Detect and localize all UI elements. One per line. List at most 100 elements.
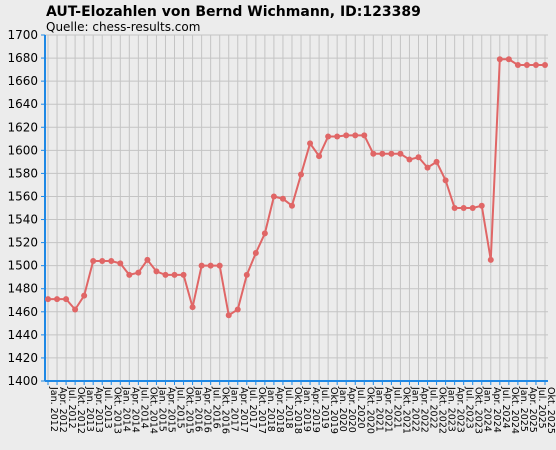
x-tick-label: Apr. 2024 xyxy=(491,387,502,433)
data-point xyxy=(496,56,503,63)
data-point xyxy=(81,292,88,299)
x-tick-label: Jul. 2021 xyxy=(391,386,402,429)
y-tick-label: 1540 xyxy=(7,213,38,227)
x-tick-label: Apr. 2018 xyxy=(274,387,285,433)
x-tick-label: Jan. 2020 xyxy=(337,386,348,432)
data-point xyxy=(198,262,205,269)
x-tick-label: Okt. 2021 xyxy=(400,387,411,434)
x-tick-label: Jan. 2024 xyxy=(482,386,493,432)
y-tick-label: 1400 xyxy=(7,374,38,388)
x-tick-label: Apr. 2020 xyxy=(346,387,357,433)
data-point xyxy=(352,132,359,139)
data-point xyxy=(162,271,169,278)
chart-title: AUT-Elozahlen von Bernd Wichmann, ID:123… xyxy=(46,4,421,20)
x-tick-label: Apr. 2012 xyxy=(57,387,68,433)
x-tick-label: Okt. 2013 xyxy=(111,387,122,434)
x-tick-label: Okt. 2025 xyxy=(545,387,556,434)
data-point xyxy=(424,164,431,171)
y-tick-labels: 1400 1420 1440 1460 1480 1500 1520 1540 1560 1580… xyxy=(7,28,38,388)
data-point xyxy=(135,269,142,276)
data-point xyxy=(523,61,530,68)
data-point xyxy=(433,158,440,165)
x-tick-label: Jul. 2015 xyxy=(175,386,186,429)
x-tick-label: Apr. 2017 xyxy=(238,387,249,433)
x-tick-label: Jul. 2025 xyxy=(536,386,547,429)
data-point xyxy=(252,249,259,256)
data-point xyxy=(117,260,124,267)
x-tick-label: Jul. 2019 xyxy=(319,386,330,429)
data-point xyxy=(63,296,70,303)
x-tick-label: Jan. 2023 xyxy=(446,386,457,432)
data-point xyxy=(45,296,51,303)
x-tick-label: Jan. 2016 xyxy=(193,386,204,432)
data-point xyxy=(442,177,449,184)
data-point xyxy=(189,304,196,311)
x-tick-label: Okt. 2015 xyxy=(184,387,195,434)
data-point xyxy=(171,271,178,278)
data-point xyxy=(243,271,250,278)
x-tick-label: Jan. 2019 xyxy=(301,386,312,432)
x-tick-label: Jul. 2018 xyxy=(283,386,294,429)
data-point xyxy=(207,262,214,269)
y-tick-label: 1480 xyxy=(7,282,38,296)
y-tick-label: 1660 xyxy=(7,74,38,88)
data-point xyxy=(225,312,232,319)
data-point xyxy=(108,258,115,265)
y-tick-label: 1500 xyxy=(7,259,38,273)
y-tick-label: 1440 xyxy=(7,328,38,342)
y-tick-label: 1420 xyxy=(7,351,38,365)
data-point xyxy=(279,195,286,202)
data-point xyxy=(144,256,151,263)
y-tick-label: 1700 xyxy=(7,28,38,42)
x-tick-label: Okt. 2024 xyxy=(509,387,520,434)
data-point xyxy=(316,153,323,160)
x-tick-label: Apr. 2021 xyxy=(382,387,393,433)
x-tick-label: Jul. 2022 xyxy=(428,386,439,429)
x-tick-label: Okt. 2018 xyxy=(292,387,303,434)
data-point xyxy=(325,133,332,140)
data-point xyxy=(234,306,241,313)
x-tick-label: Apr. 2016 xyxy=(202,387,213,433)
data-point xyxy=(451,205,458,211)
data-point xyxy=(216,262,223,269)
data-point xyxy=(397,150,404,157)
x-tick-label: Okt. 2016 xyxy=(220,387,231,434)
x-tick-label: Apr. 2015 xyxy=(165,387,176,433)
data-point xyxy=(54,296,61,303)
data-point xyxy=(153,268,160,275)
x-tick-label: Okt. 2019 xyxy=(328,387,339,434)
x-tick-label: Jan. 2014 xyxy=(120,386,131,432)
x-tick-label: Jan. 2018 xyxy=(265,386,276,432)
data-point xyxy=(388,150,395,157)
x-tick-label: Jan. 2015 xyxy=(156,386,167,432)
x-tick-label: Apr. 2025 xyxy=(527,387,538,433)
x-tick-label: Jan. 2021 xyxy=(373,386,384,432)
data-point xyxy=(379,150,386,157)
data-point xyxy=(406,156,413,163)
data-point xyxy=(261,230,268,237)
x-tick-label: Jan. 2022 xyxy=(409,386,420,432)
x-tick-label: Jul. 2016 xyxy=(211,386,222,429)
data-point xyxy=(487,256,494,263)
x-tick-label: Apr. 2022 xyxy=(418,387,429,433)
data-point xyxy=(469,205,476,211)
x-tick-label: Jan. 2025 xyxy=(518,386,529,432)
x-tick-label: Jul. 2012 xyxy=(66,386,77,429)
x-tick-label: Jul. 2013 xyxy=(102,386,113,429)
y-tick-label: 1680 xyxy=(7,51,38,65)
y-tick-label: 1640 xyxy=(7,97,38,111)
data-point xyxy=(90,258,97,265)
x-tick-label: Okt. 2014 xyxy=(147,387,158,434)
x-tick-label: Okt. 2022 xyxy=(437,387,448,434)
data-point xyxy=(270,193,277,200)
x-tick-label: Apr. 2019 xyxy=(310,387,321,433)
data-point xyxy=(288,202,295,209)
data-point xyxy=(415,154,422,161)
y-tick-label: 1580 xyxy=(7,166,38,180)
series-elo xyxy=(45,56,548,319)
data-point xyxy=(370,150,377,157)
data-point xyxy=(334,133,341,140)
